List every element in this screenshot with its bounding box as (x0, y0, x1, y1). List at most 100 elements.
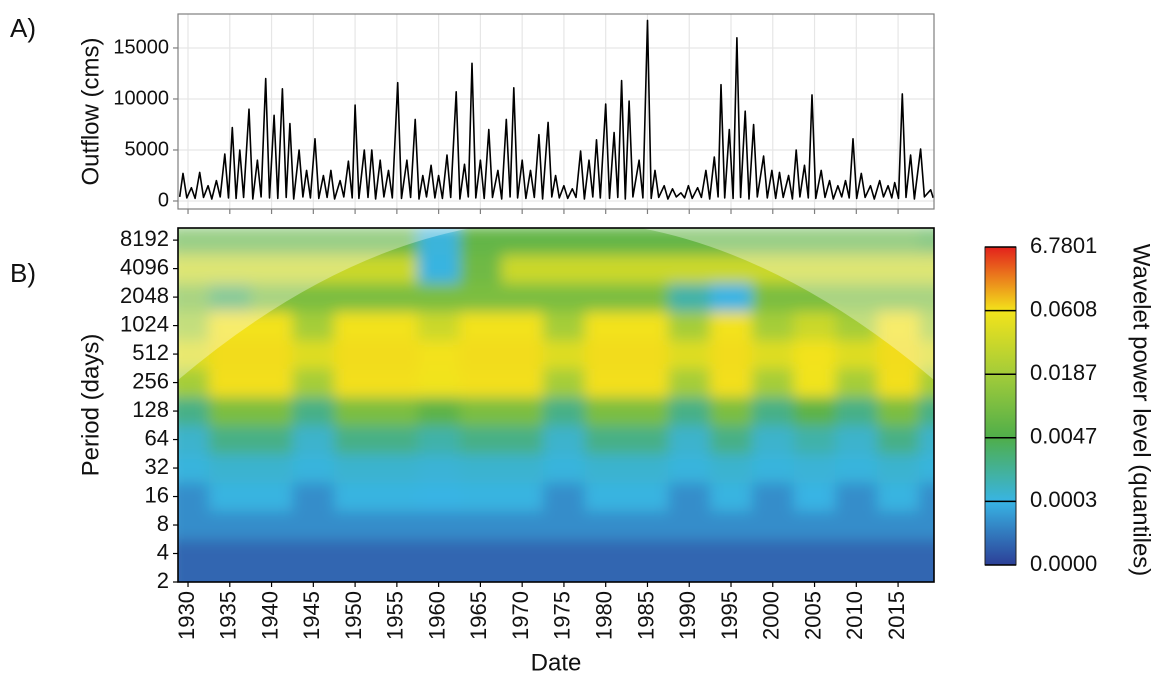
heatmap-cell (178, 339, 210, 369)
heatmap-cell (250, 453, 293, 483)
heatmap-cell (250, 311, 293, 341)
y-tick-label: 1024 (120, 311, 169, 336)
heatmap-cell (417, 567, 461, 582)
heatmap-cell (668, 396, 711, 426)
heatmap-cell (178, 453, 210, 483)
heatmap-cell (459, 539, 502, 569)
colorbar-label: 0.0608 (1030, 296, 1097, 321)
y-tick-label: 8 (157, 511, 169, 536)
x-tick-label: 1940 (257, 591, 282, 640)
heatmap-cell (292, 539, 335, 569)
heatmap-cell (668, 539, 711, 569)
heatmap-cell (877, 339, 920, 369)
heatmap-cell (584, 311, 628, 341)
heatmap-cell (751, 482, 795, 512)
heatmap-cell (626, 368, 669, 398)
heatmap-cell (543, 254, 586, 284)
heatmap-cell (835, 368, 878, 398)
heatmap-cell (459, 311, 502, 341)
heatmap-cell (918, 282, 934, 312)
heatmap-cell (710, 539, 753, 569)
heatmap-cell (877, 311, 920, 341)
heatmap-cell (334, 425, 377, 455)
y-tick-label: 256 (132, 368, 169, 393)
heatmap-cell (751, 339, 795, 369)
heatmap-cell (918, 453, 934, 483)
heatmap-cell (877, 539, 920, 569)
heatmap-cell (835, 482, 878, 512)
heatmap-cell (178, 482, 210, 512)
panel-border (177, 13, 935, 210)
x-axis-title: Date (531, 649, 582, 675)
heatmap-cell (835, 254, 878, 284)
heatmap-cell (178, 425, 210, 455)
y-tick-label: 8192 (120, 226, 169, 251)
heatmap-cell (208, 567, 252, 582)
heatmap-cell (250, 339, 293, 369)
heatmap-cell (751, 311, 795, 341)
heatmap-cell (375, 425, 419, 455)
heatmap-cell (292, 368, 335, 398)
heatmap-cell (292, 254, 335, 284)
heatmap-cell (918, 539, 934, 569)
heatmap-cell (584, 482, 628, 512)
heatmap-cell (417, 311, 461, 341)
y-tick-label: 512 (132, 340, 169, 365)
heatmap-cell (250, 567, 293, 582)
heatmap-cell (918, 396, 934, 426)
heatmap-cell (626, 282, 669, 312)
heatmap-cell (751, 282, 795, 312)
heatmap-cell (710, 282, 753, 312)
heatmap-cell (208, 311, 252, 341)
x-tick-label: 1960 (424, 591, 449, 640)
heatmap-cell (178, 311, 210, 341)
colorbar-title: Wavelet power level (quantiles) (1128, 244, 1155, 577)
y-tick-label: 64 (145, 425, 169, 450)
heatmap-cell (334, 368, 377, 398)
heatmap-cell (877, 396, 920, 426)
y-tick-label: 0 (158, 189, 169, 211)
heatmap-cell (793, 339, 836, 369)
heatmap-cell (292, 228, 335, 255)
heatmap-cell (543, 368, 586, 398)
heatmap-cell (334, 482, 377, 512)
heatmap-cell (334, 396, 377, 426)
colorbar-label: 0.0003 (1030, 487, 1097, 512)
heatmap-cell (584, 425, 628, 455)
heatmap-cell (877, 282, 920, 312)
heatmap-cell (375, 228, 419, 255)
heatmap-cell (208, 339, 252, 369)
heatmap-cell (918, 425, 934, 455)
heatmap-cell (918, 510, 934, 540)
heatmap-cell (835, 539, 878, 569)
heatmap-cell (835, 396, 878, 426)
heatmap-cell (501, 282, 544, 312)
heatmap-cell (710, 482, 753, 512)
heatmap-cell (668, 368, 711, 398)
heatmap-cell (626, 510, 669, 540)
y-tick-label: 10000 (113, 87, 169, 109)
heatmap-cell (375, 368, 419, 398)
heatmap-cell (208, 396, 252, 426)
heatmap-cell (417, 396, 461, 426)
heatmap-cell (501, 228, 544, 255)
heatmap-cell (178, 396, 210, 426)
x-tick-label: 2000 (759, 591, 784, 640)
panel-label: A) (10, 13, 36, 43)
heatmap-cell (375, 453, 419, 483)
heatmap-cell (459, 339, 502, 369)
heatmap-cell (292, 311, 335, 341)
x-tick-label: 1970 (508, 591, 533, 640)
colorbar-label: 0.0000 (1030, 551, 1097, 576)
heatmap-cell (543, 510, 586, 540)
outflow-line (178, 19, 934, 200)
heatmap-clip (178, 228, 934, 582)
heatmap-cell (292, 567, 335, 582)
heatmap-cell (459, 282, 502, 312)
heatmap-cell (626, 228, 669, 255)
heatmap-cell (178, 282, 210, 312)
heatmap-cell (584, 254, 628, 284)
x-tick-label: 1990 (675, 591, 700, 640)
heatmap-cell (375, 539, 419, 569)
